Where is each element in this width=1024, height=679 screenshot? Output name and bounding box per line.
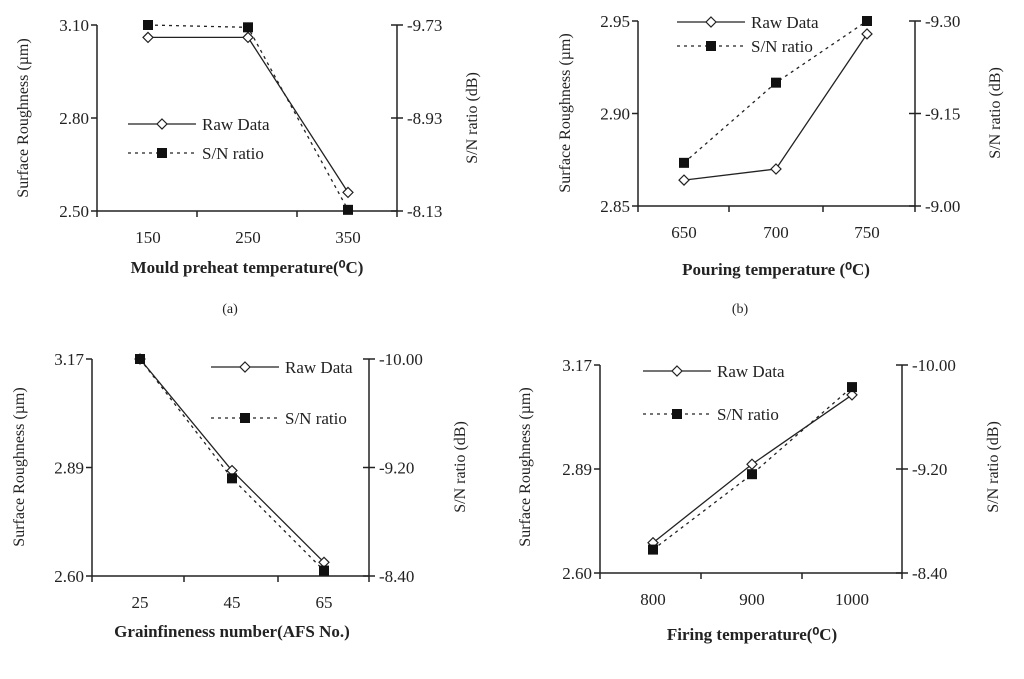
y-tick-label: 3.17 bbox=[54, 350, 84, 369]
y2-tick-label: -8.40 bbox=[379, 567, 414, 586]
data-point-raw bbox=[678, 174, 690, 186]
y-tick-label: 2.50 bbox=[59, 202, 89, 221]
y-tick-label: 2.80 bbox=[59, 109, 89, 128]
y2-tick-label: -9.20 bbox=[379, 459, 414, 478]
y-tick-label: 2.89 bbox=[562, 460, 592, 479]
chart-panel-1: 2.95 2.90 2.85 -9.30 -9.15 -9.00 650 700 750 Pour… bbox=[557, 12, 1004, 317]
chart-panel-3: 3.17 2.89 2.60 -10.00 -9.20 -8.40 800 900 1000 Fi… bbox=[517, 356, 1002, 644]
data-point-sn bbox=[847, 382, 857, 393]
y-tick-label: 2.60 bbox=[562, 564, 592, 583]
y-tick-label: 2.89 bbox=[54, 459, 84, 478]
legend-label-raw: Raw Data bbox=[202, 115, 270, 134]
legend-label-raw: Raw Data bbox=[285, 358, 353, 377]
y2-tick-label: -8.40 bbox=[912, 564, 947, 583]
data-point-sn bbox=[747, 469, 757, 480]
data-point-sn bbox=[227, 473, 237, 484]
y2-axis-title: S/N ratio (dB) bbox=[452, 421, 469, 513]
y-axis-title: Surface Roughness (µm) bbox=[517, 387, 534, 546]
data-point-raw bbox=[846, 389, 858, 401]
panel-caption: (a) bbox=[222, 302, 238, 317]
series-line-sn-ratio bbox=[652, 386, 853, 551]
legend-label-sn: S/N ratio bbox=[717, 405, 779, 424]
y2-tick-label: -10.00 bbox=[912, 356, 956, 375]
data-point-raw bbox=[770, 163, 782, 175]
y2-axis-title: S/N ratio (dB) bbox=[464, 72, 481, 164]
x-axis-title: Pouring temperature (⁰C) bbox=[682, 260, 870, 279]
x-tick-label: 150 bbox=[135, 228, 161, 247]
legend-marker-sn bbox=[706, 41, 716, 51]
data-point-sn bbox=[771, 77, 781, 88]
y2-tick-label: -10.00 bbox=[379, 350, 423, 369]
x-tick-label: 65 bbox=[316, 593, 333, 612]
y2-tick-label: -9.20 bbox=[912, 460, 947, 479]
data-point-sn bbox=[679, 157, 689, 168]
legend-marker-sn bbox=[672, 409, 682, 419]
x-tick-label: 650 bbox=[671, 223, 697, 242]
x-tick-label: 800 bbox=[640, 590, 666, 609]
legend-marker-raw bbox=[156, 118, 168, 130]
y-tick-label: 2.60 bbox=[54, 567, 84, 586]
data-point-sn bbox=[319, 565, 329, 576]
data-point-sn bbox=[135, 354, 145, 364]
y2-axis-title: S/N ratio (dB) bbox=[985, 421, 1002, 513]
y-tick-label: 2.90 bbox=[600, 105, 630, 124]
legend-label-raw: Raw Data bbox=[751, 13, 819, 32]
data-point-sn bbox=[243, 22, 253, 33]
y2-axis-title: S/N ratio (dB) bbox=[987, 67, 1004, 159]
x-tick-label: 250 bbox=[235, 228, 261, 247]
chart-panel-2: 3.17 2.89 2.60 -10.00 -9.20 -8.40 25 45 65 Grainf… bbox=[11, 350, 469, 641]
x-tick-label: 750 bbox=[854, 223, 880, 242]
x-tick-label: 25 bbox=[132, 593, 149, 612]
y-tick-label: 3.10 bbox=[59, 16, 89, 35]
legend-marker-sn bbox=[240, 413, 250, 423]
series-line-sn-ratio bbox=[139, 358, 325, 572]
y-tick-label: 3.17 bbox=[562, 356, 592, 375]
legend-label-raw: Raw Data bbox=[717, 362, 785, 381]
y-tick-label: 2.95 bbox=[600, 12, 630, 31]
y-axis-title: Surface Roughness (µm) bbox=[11, 387, 28, 546]
legend-marker-raw bbox=[239, 361, 251, 373]
y-tick-label: 2.85 bbox=[600, 197, 630, 216]
data-point-sn bbox=[343, 204, 353, 215]
legend-marker-sn bbox=[157, 148, 167, 158]
panel-caption: (b) bbox=[732, 302, 749, 317]
chart-panel-0: 3.10 2.80 2.50 -9.73 -8.93 -8.13 150 250 350 Moul… bbox=[15, 16, 481, 317]
data-point-raw bbox=[342, 186, 354, 199]
y2-tick-label: -9.30 bbox=[925, 12, 960, 31]
x-axis-title: Mould preheat temperature(⁰C) bbox=[131, 258, 364, 277]
legend-label-sn: S/N ratio bbox=[285, 409, 347, 428]
x-tick-label: 1000 bbox=[835, 590, 869, 609]
data-point-raw bbox=[861, 28, 873, 40]
data-point-raw bbox=[242, 31, 254, 44]
x-tick-label: 45 bbox=[224, 593, 241, 612]
data-point-sn bbox=[143, 20, 153, 30]
legend-marker-raw bbox=[705, 16, 717, 28]
y2-tick-label: -9.73 bbox=[407, 16, 442, 35]
y2-tick-label: -8.93 bbox=[407, 109, 442, 128]
data-point-sn bbox=[862, 16, 872, 26]
y-axis-title: Surface Roughness (µm) bbox=[557, 33, 574, 192]
data-point-sn bbox=[648, 544, 658, 555]
legend-label-sn: S/N ratio bbox=[751, 37, 813, 56]
x-tick-label: 900 bbox=[739, 590, 765, 609]
y2-tick-label: -9.15 bbox=[925, 105, 960, 124]
y-axis-title: Surface Roughness (µm) bbox=[15, 38, 32, 197]
x-axis-title: Firing temperature(⁰C) bbox=[667, 625, 837, 644]
x-axis-title: Grainfineness number(AFS No.) bbox=[114, 622, 350, 641]
y2-tick-label: -9.00 bbox=[925, 197, 960, 216]
series-line-raw-data bbox=[139, 358, 325, 563]
legend-marker-raw bbox=[671, 365, 683, 377]
data-point-raw bbox=[142, 31, 154, 44]
y2-tick-label: -8.13 bbox=[407, 202, 442, 221]
x-tick-label: 350 bbox=[335, 228, 361, 247]
x-tick-label: 700 bbox=[763, 223, 789, 242]
legend-label-sn: S/N ratio bbox=[202, 144, 264, 163]
